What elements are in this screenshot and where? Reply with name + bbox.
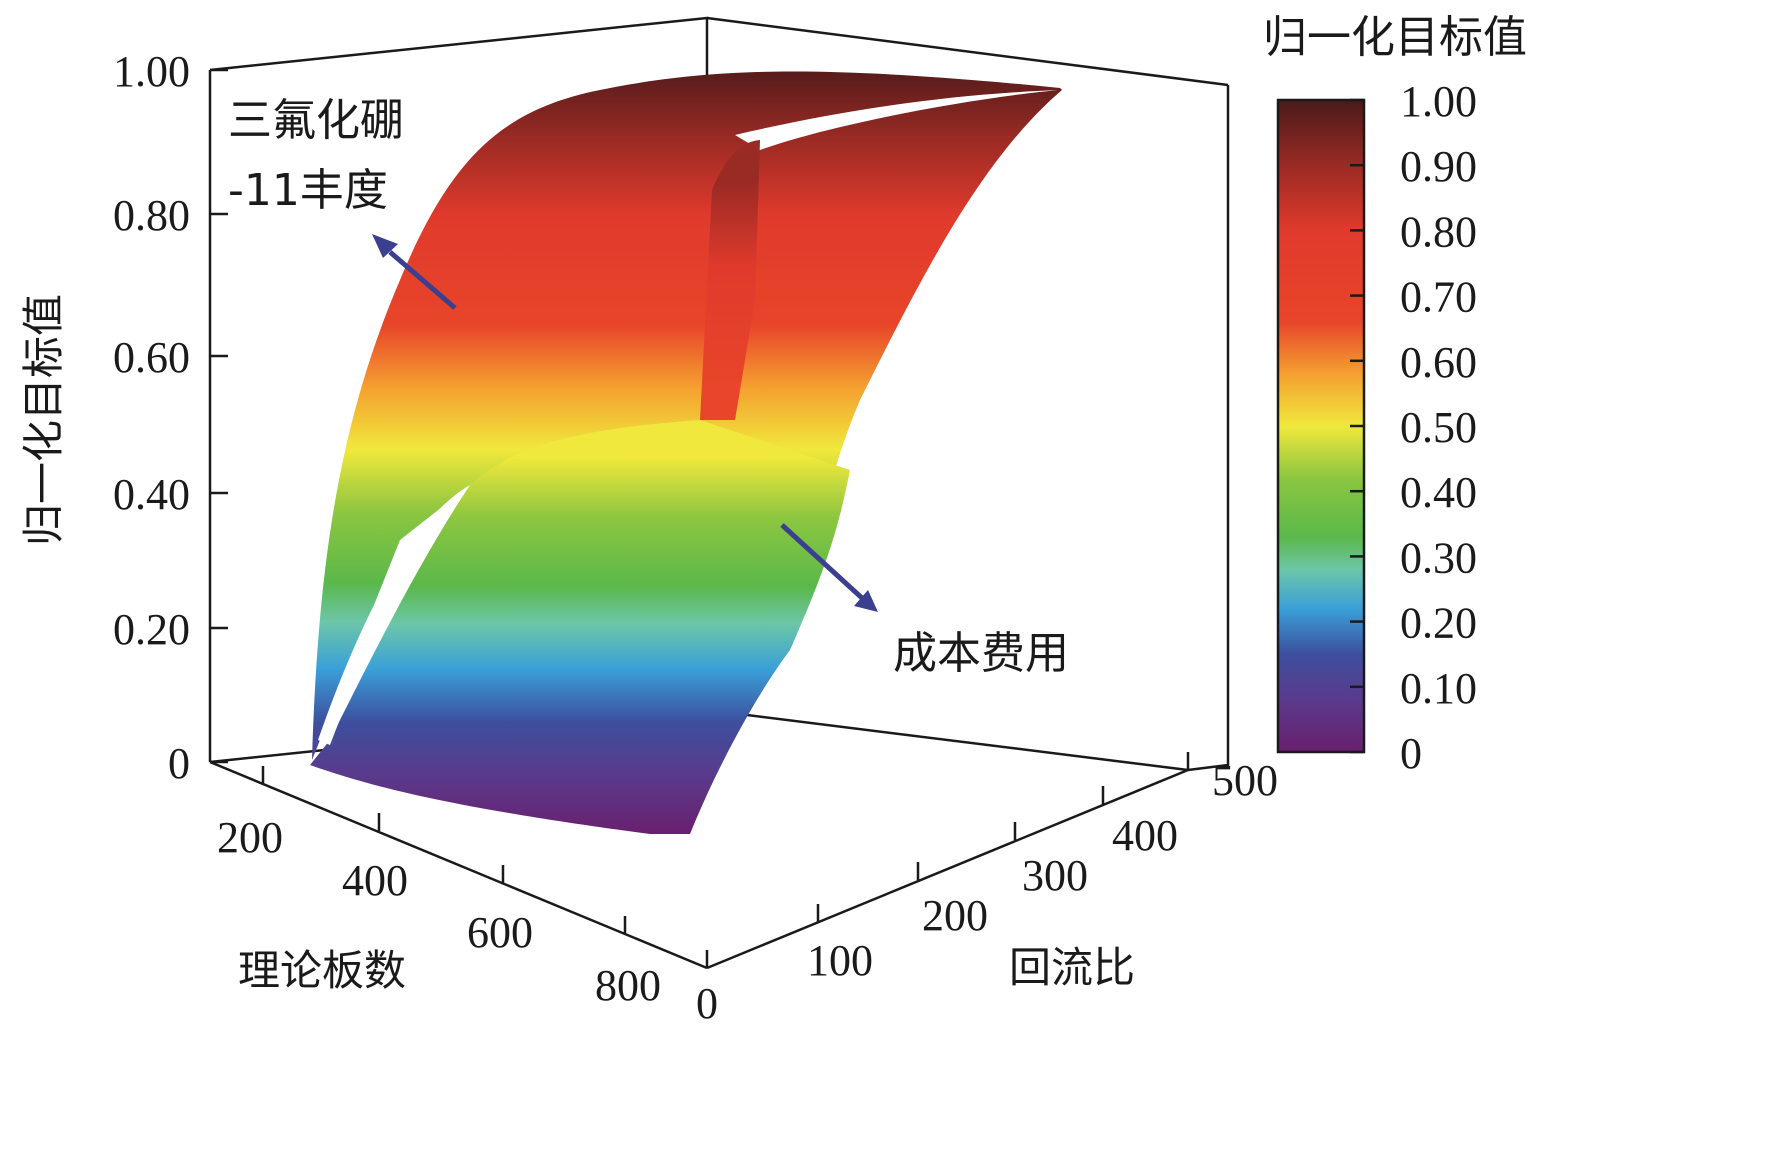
y-tick-label: 400 [1112, 811, 1178, 860]
surface-gap-left [318, 485, 470, 745]
colorbar-tick-label: 0.40 [1400, 468, 1477, 517]
colorbar-title: 归一化目标值 [1263, 12, 1527, 63]
arrow-cost-shaft [780, 523, 864, 600]
x-tick-label: 600 [467, 908, 533, 957]
label-boron-line1: 三氟化硼 [228, 95, 404, 146]
x-axis-label: 理论板数 [238, 946, 406, 995]
z-tick-label: 0.80 [113, 191, 190, 240]
arrow-cost-head [854, 590, 878, 612]
arrow-boron-head [372, 234, 398, 258]
y-axis-label: 回流比 [1009, 943, 1135, 992]
label-boron-line2: -11丰度 [228, 165, 388, 216]
surface-gap-top [735, 90, 1058, 150]
y-tick-label: 300 [1022, 851, 1088, 900]
colorbar-tick-label: 0.70 [1400, 273, 1477, 322]
surface-step-wall [700, 140, 760, 420]
z-tick-label: 0 [168, 739, 190, 788]
back-top-edge [706, 16, 1229, 87]
floor-back-right [706, 708, 1189, 772]
label-cost: 成本费用 [893, 628, 1069, 679]
y-tick-label: 0 [696, 979, 718, 1028]
colorbar-tick-label: 0.50 [1400, 403, 1477, 452]
surface-boron-abundance [312, 71, 1062, 760]
y-tick-label: 500 [1212, 756, 1278, 805]
colorbar-tick-label: 1.00 [1400, 77, 1477, 126]
x-tick-label: 400 [342, 856, 408, 905]
colorbar-gradient [1276, 98, 1366, 754]
x-tick-label: 200 [217, 813, 283, 862]
right-back-edge [1187, 85, 1230, 772]
colorbar-tick-label: 0 [1400, 729, 1422, 778]
z-tick-label: 0.40 [113, 470, 190, 519]
y-tick-label: 200 [922, 891, 988, 940]
colorbar-tick-label: 0.80 [1400, 207, 1477, 256]
colorbar-tick-label: 0.90 [1400, 142, 1477, 191]
y-axis-line [706, 768, 1189, 970]
surface-cost [310, 420, 850, 834]
z-tick-label: 1.00 [113, 47, 190, 96]
arrow-boron-shaft [388, 250, 457, 310]
y-tick-label: 100 [807, 936, 873, 985]
z-tick-label: 0.20 [113, 605, 190, 654]
z-axis-label: 归一化目标值 [19, 294, 68, 546]
x-tick-label: 800 [595, 961, 661, 1010]
surfaces [310, 71, 1062, 834]
colorbar: 归一化目标值 0 0.10 0.20 0.30 0.40 0.50 0.60 0.70 0.80 0… [1263, 12, 1527, 778]
z-tick-label: 0.60 [113, 333, 190, 382]
colorbar-tick-label: 0.20 [1400, 599, 1477, 648]
colorbar-tick-label: 0.60 [1400, 338, 1477, 387]
colorbar-tick-label: 0.30 [1400, 533, 1477, 582]
axis-ticks: 0 0.20 0.40 0.60 0.80 1.00 200 400 600 800 0 100 200… [19, 47, 1278, 1028]
colorbar-tick-label: 0.10 [1400, 664, 1477, 713]
